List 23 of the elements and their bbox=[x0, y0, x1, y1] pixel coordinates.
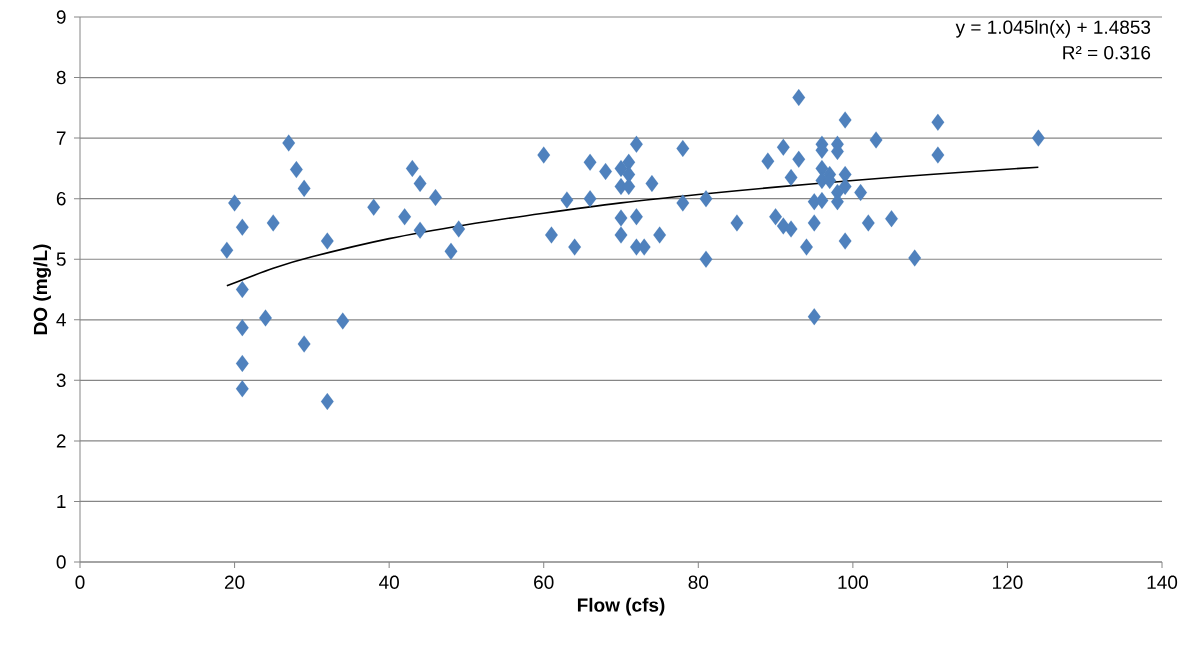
y-tick-label: 8 bbox=[56, 70, 66, 85]
x-tick-label: 40 bbox=[379, 575, 399, 589]
x-axis-title: Flow (cfs) bbox=[577, 597, 665, 616]
annotation: R² = 0.316 bbox=[1063, 45, 1151, 60]
y-tick-label: 9 bbox=[56, 10, 66, 24]
y-tick-label: 3 bbox=[56, 373, 66, 388]
y-tick-label: 6 bbox=[56, 191, 66, 206]
x-tick-label: 20 bbox=[224, 575, 245, 589]
x-tick-label: 120 bbox=[993, 575, 1023, 589]
x-tick-label: 0 bbox=[75, 575, 85, 589]
y-axis-title: DO (mg/L) bbox=[33, 244, 52, 335]
y-tick-label: 2 bbox=[56, 434, 66, 448]
x-tick-label: 140 bbox=[1147, 575, 1178, 589]
y-tick-label: 0 bbox=[56, 555, 66, 569]
y-tick-label: 4 bbox=[56, 313, 66, 327]
line-series bbox=[226, 166, 1040, 287]
x-tick-label: 100 bbox=[838, 575, 868, 589]
y-tick-label: 1 bbox=[57, 494, 66, 508]
y-tick-label: 5 bbox=[56, 252, 66, 266]
annotation: y = 1.045ln(x) + 1.4853 bbox=[955, 19, 1151, 38]
x-tick-label: 80 bbox=[688, 575, 709, 589]
x-tick-label: 60 bbox=[534, 575, 554, 589]
y-tick-label: 7 bbox=[56, 131, 66, 145]
